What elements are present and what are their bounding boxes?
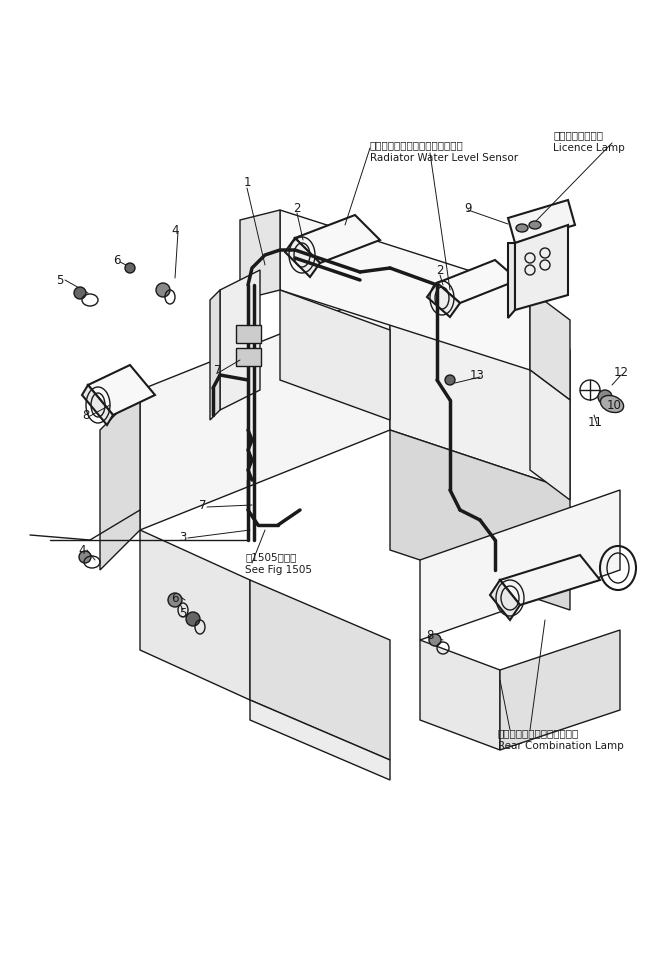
Ellipse shape [600,396,624,412]
Text: 7: 7 [214,364,221,376]
Ellipse shape [186,612,200,626]
Text: 9: 9 [464,201,472,215]
Text: 1: 1 [243,177,251,190]
Polygon shape [500,630,620,750]
Polygon shape [437,260,518,303]
Polygon shape [250,700,390,780]
Ellipse shape [529,221,541,229]
Ellipse shape [79,551,91,563]
Polygon shape [530,370,570,500]
Bar [236,348,261,366]
Polygon shape [390,290,570,490]
Text: See Fig 1505: See Fig 1505 [245,565,312,575]
Polygon shape [508,243,515,318]
Bar [236,325,261,343]
Polygon shape [515,225,568,310]
Polygon shape [420,640,500,750]
Polygon shape [280,210,530,370]
Text: 4: 4 [171,224,179,236]
Polygon shape [427,283,460,317]
Text: 12: 12 [614,365,628,378]
Text: Licence Lamp: Licence Lamp [553,143,625,153]
Text: 5: 5 [179,607,187,619]
Text: 5: 5 [56,273,63,287]
Polygon shape [88,365,155,415]
Polygon shape [508,200,575,243]
Text: 8: 8 [426,629,434,642]
Polygon shape [500,555,600,605]
Polygon shape [82,385,113,425]
Polygon shape [210,290,220,420]
Text: 7: 7 [199,499,207,511]
Text: 2: 2 [293,201,301,215]
Polygon shape [530,290,570,400]
Text: 3: 3 [179,531,187,543]
Polygon shape [140,290,390,530]
Polygon shape [295,215,380,263]
Ellipse shape [156,283,170,297]
Polygon shape [250,580,390,760]
Text: Radiator Water Level Sensor: Radiator Water Level Sensor [370,153,518,163]
Ellipse shape [125,263,135,273]
Text: 6: 6 [171,592,179,605]
Text: ライセンスランプ: ライセンスランプ [553,130,603,140]
Ellipse shape [598,390,612,404]
Polygon shape [490,580,520,620]
Ellipse shape [74,287,86,299]
Polygon shape [390,430,570,610]
Text: 4: 4 [78,543,86,557]
Text: Rear Combination Lamp: Rear Combination Lamp [498,741,624,751]
Text: 2: 2 [436,263,444,276]
Polygon shape [280,290,390,420]
Polygon shape [285,238,320,277]
Polygon shape [140,530,250,700]
Polygon shape [240,210,280,300]
Text: 6: 6 [113,254,121,266]
Polygon shape [100,390,140,570]
Text: ラジエータウォータレベルセンサ: ラジエータウォータレベルセンサ [370,140,464,150]
Text: 10: 10 [606,399,622,411]
Polygon shape [420,490,620,640]
Ellipse shape [429,634,441,646]
Ellipse shape [445,375,455,385]
Ellipse shape [516,224,528,232]
Text: 13: 13 [470,368,484,381]
Polygon shape [220,270,260,410]
Text: 11: 11 [588,415,602,429]
Text: 図1505図参照: 図1505図参照 [245,552,296,562]
Text: リヤコンビネーションランプ: リヤコンビネーションランプ [498,728,579,738]
Text: 8: 8 [82,408,89,422]
Ellipse shape [168,593,182,607]
